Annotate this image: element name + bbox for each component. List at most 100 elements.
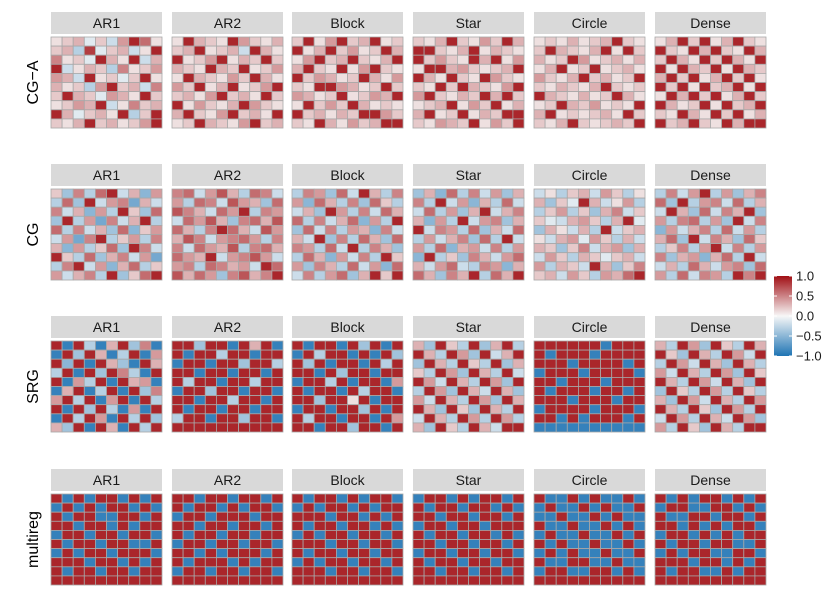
heatmap-cell [335, 340, 348, 351]
facet-strip-label: Star [456, 15, 482, 31]
heatmap-cell [139, 349, 152, 360]
heatmap-cell [600, 502, 613, 513]
heatmap-cell [271, 539, 284, 550]
heatmap-cell [50, 91, 63, 102]
heatmap-cell [204, 215, 217, 226]
heatmap-cell [347, 188, 360, 199]
heatmap-cell [302, 206, 315, 217]
heatmap-cell [445, 377, 458, 387]
heatmap-cell [434, 234, 447, 245]
heatmap-cell [193, 530, 206, 540]
heatmap-cell [61, 377, 74, 387]
heatmap-cell [171, 45, 184, 56]
heatmap-cell [182, 575, 195, 586]
heatmap-cell [490, 502, 503, 513]
heatmap-cell [600, 367, 613, 378]
heatmap-cell [754, 511, 767, 522]
heatmap-cell [479, 520, 492, 531]
heatmap-cell [72, 91, 85, 102]
heatmap-cell [128, 73, 141, 83]
heatmap-cell [61, 82, 74, 93]
heatmap-cell [456, 36, 469, 47]
heatmap-cell [139, 63, 152, 74]
heatmap-cell [654, 395, 667, 406]
heatmap-cell [380, 45, 393, 56]
heatmap-cell [622, 118, 635, 129]
heatmap-cell [676, 118, 689, 129]
legend-tick-label: 0.0 [796, 309, 814, 324]
legend-tick-label: −0.5 [796, 329, 822, 344]
heatmap-cell [150, 243, 163, 254]
heatmap-cell [260, 530, 273, 540]
heatmap-cell [391, 45, 404, 56]
heatmap-cell [83, 36, 96, 47]
heatmap-cell [117, 386, 130, 397]
heatmap-cell [215, 225, 228, 235]
heatmap-cell [50, 520, 63, 531]
heatmap-cell [347, 520, 360, 531]
heatmap-cell [380, 100, 393, 111]
heatmap-cell [324, 377, 337, 387]
heatmap-cell [633, 349, 646, 360]
heatmap-cell [589, 539, 602, 550]
heatmap-cell [710, 404, 723, 415]
heatmap-cell [501, 422, 514, 433]
heatmap-cell [182, 36, 195, 47]
heatmap-cell [347, 234, 360, 245]
heatmap-cell [434, 91, 447, 102]
heatmap-cell [324, 358, 337, 369]
heatmap-cell [271, 91, 284, 102]
heatmap-cell [95, 225, 107, 235]
heatmap-cell [238, 386, 251, 397]
heatmap-cell [117, 493, 130, 504]
facet-panel: Circle [533, 469, 646, 586]
heatmap-cell [171, 54, 184, 65]
facet-panel: Block [291, 316, 404, 433]
heatmap-cell [622, 197, 635, 208]
heatmap-cell [61, 395, 74, 406]
heatmap-cell [710, 215, 723, 226]
heatmap-cell [358, 404, 371, 415]
heatmap-cell [754, 234, 767, 245]
heatmap-cell [215, 367, 228, 378]
heatmap-cell [380, 530, 393, 540]
heatmap-cell [204, 188, 217, 199]
heatmap-cell [611, 82, 624, 93]
heatmap-cell [95, 511, 107, 522]
heatmap-cell [249, 54, 262, 65]
heatmap-cell [291, 404, 304, 415]
heatmap-cell [743, 188, 756, 199]
heatmap-cell [193, 82, 206, 93]
heatmap-cell [600, 243, 613, 254]
heatmap-cell [95, 340, 107, 351]
heatmap-cell [139, 82, 152, 93]
heatmap-cell [335, 270, 348, 281]
heatmap-cell [555, 54, 568, 65]
heatmap-cell [238, 340, 251, 351]
heatmap-cell [182, 386, 195, 397]
heatmap-cell [117, 520, 130, 531]
heatmap-cell [291, 36, 304, 47]
heatmap-cell [380, 404, 393, 415]
heatmap-cell [412, 109, 425, 120]
facet-strip [413, 164, 524, 186]
heatmap-cell [106, 63, 119, 74]
heatmap-cell [106, 502, 119, 513]
heatmap-cell [578, 422, 590, 433]
heatmap-cell [291, 54, 304, 65]
heatmap-cell [676, 197, 689, 208]
heatmap-cell [227, 91, 240, 102]
heatmap-cell [423, 413, 436, 424]
facet-strip-label: AR2 [214, 167, 241, 183]
heatmap-cell [555, 109, 568, 120]
heatmap-cell [171, 386, 184, 397]
heatmap-cell [106, 225, 119, 235]
heatmap-cell [654, 252, 667, 263]
heatmap-cell [117, 91, 130, 102]
heatmap-cell [665, 197, 678, 208]
heatmap-cell [555, 100, 568, 111]
heatmap-cell [468, 422, 481, 433]
heatmap-cell [171, 358, 184, 369]
heatmap-cell [622, 54, 635, 65]
heatmap-cell [423, 270, 436, 281]
